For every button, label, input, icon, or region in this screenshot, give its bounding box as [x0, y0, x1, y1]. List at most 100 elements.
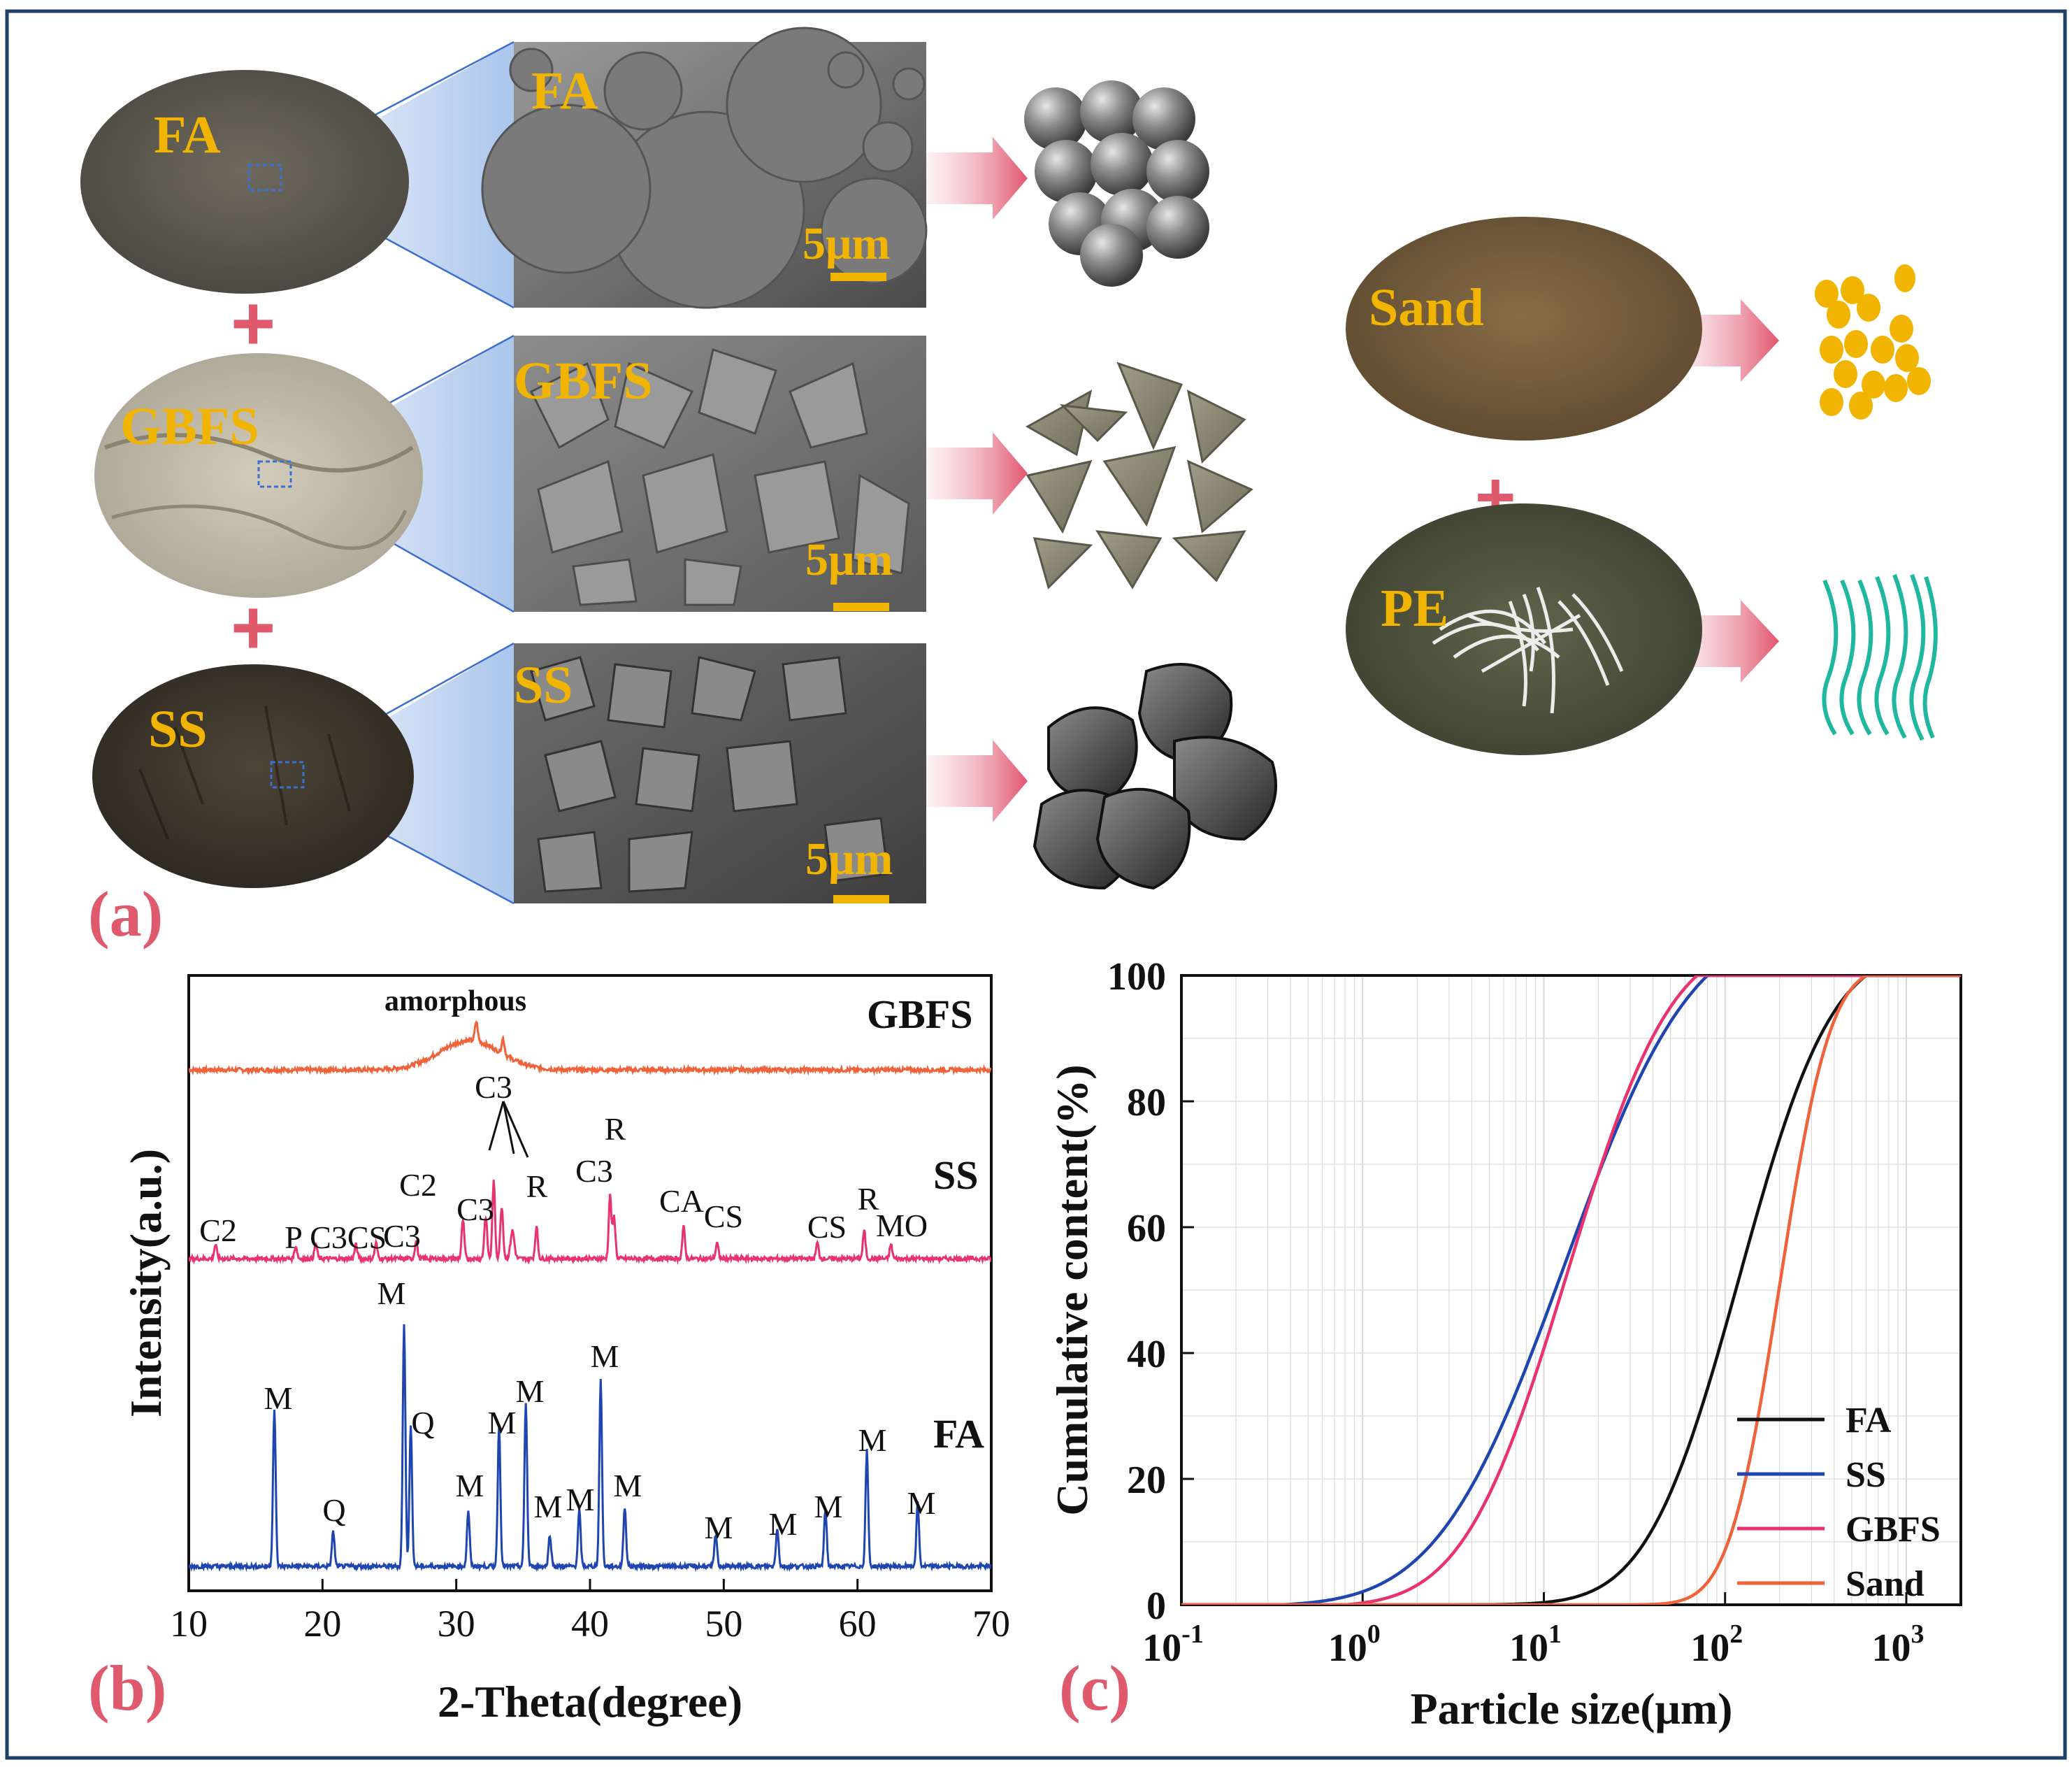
xrd-peak-label: M	[488, 1405, 517, 1440]
fa-scale-label: 5μm	[803, 218, 890, 269]
xrd-peak-label: CS	[704, 1199, 743, 1234]
xrd-x-tick-label: 10	[170, 1603, 208, 1645]
psd-y-tick-label: 20	[1127, 1459, 1166, 1502]
psd-y-tick-label: 40	[1127, 1333, 1166, 1376]
pe-photo-label: PE	[1381, 579, 1448, 638]
psd-y-tick-label: 100	[1107, 955, 1166, 999]
xrd-peak-label: C3	[575, 1153, 613, 1189]
psd-grid	[1181, 975, 1962, 1605]
sand-particles-icon	[1815, 264, 1931, 420]
xrd-peak-label: M	[907, 1485, 936, 1521]
psd-x-tick-exp: 2	[1729, 1619, 1743, 1649]
psd-line-sand	[1181, 975, 1961, 1605]
figure-border	[5, 9, 2067, 1760]
psd-y-tick-label: 80	[1127, 1081, 1166, 1124]
psd-legend-label: Sand	[1846, 1564, 1924, 1604]
xrd-series-label-gbfs: GBFS	[867, 992, 973, 1037]
xrd-x-axis-title: 2-Theta(degree)	[438, 1677, 742, 1726]
ss-scale-label: 5μm	[805, 834, 893, 885]
arrow-ss	[926, 740, 1028, 822]
ss-rocks-icon	[1033, 663, 1277, 890]
xrd-peak-label: R	[858, 1181, 879, 1217]
psd-x-tick-label: 102	[1690, 1619, 1743, 1670]
xrd-peak-label: Q	[322, 1492, 345, 1528]
xrd-peak-label: C3	[456, 1192, 494, 1227]
xrd-peak-label: M	[814, 1489, 843, 1524]
fa-photo-label: FA	[154, 106, 221, 164]
xrd-line-fa	[189, 1324, 991, 1573]
psd-line-ss	[1181, 975, 1961, 1605]
gbfs-sem-label: GBFS	[514, 352, 653, 410]
fa-sem-label: FA	[531, 62, 598, 120]
pe-fiber-bundle	[1432, 587, 1624, 714]
xrd-peak-label: R	[526, 1168, 548, 1204]
panel-a: FA GBFS SS FA GBFS SS 5μm 5μm 5μm + + +	[80, 27, 1938, 950]
psd-line-fa	[1181, 975, 1961, 1605]
ss-powder-photo	[92, 664, 414, 888]
fa-spheres-icon	[1024, 80, 1209, 287]
arrow-gbfs	[926, 432, 1028, 515]
xrd-x-tick-label: 40	[571, 1603, 609, 1645]
xrd-peak-label: M	[591, 1338, 619, 1374]
xrd-x-tick-label: 20	[303, 1603, 341, 1645]
psd-x-tick-base: 10	[1328, 1626, 1367, 1670]
panel-b-label: (b)	[88, 1652, 166, 1724]
xrd-peak-label: MO	[876, 1208, 928, 1243]
xrd-peak-label: M	[456, 1468, 484, 1503]
xrd-peak-label: M	[566, 1482, 595, 1517]
xrd-peak-label: R	[605, 1111, 626, 1147]
psd-x-axis-title: Particle size(μm)	[1411, 1684, 1733, 1733]
psd-x-tick-exp: 0	[1367, 1619, 1381, 1649]
gbfs-shards-icon	[1025, 362, 1253, 589]
sand-photo	[1346, 217, 1702, 441]
xrd-peak-label: C3	[310, 1219, 347, 1255]
xrd-peak-label: M	[769, 1506, 798, 1542]
xrd-peak-label: M	[534, 1489, 563, 1524]
xrd-peak-label: C2	[399, 1167, 437, 1203]
gbfs-photo-label: GBFS	[120, 397, 259, 456]
ss-scale-bar	[833, 895, 889, 903]
psd-x-tick-label: 100	[1328, 1619, 1381, 1670]
psd-x-tick-base: 10	[1142, 1626, 1181, 1670]
xrd-x-tick-label: 30	[438, 1603, 475, 1645]
psd-x-tick-base: 10	[1871, 1626, 1911, 1670]
xrd-line-ss	[189, 1180, 991, 1265]
xrd-peak-label: M	[858, 1422, 887, 1458]
psd-y-tick-label: 0	[1146, 1584, 1166, 1628]
plus-sign: +	[231, 585, 275, 671]
ss-sem-label: SS	[514, 656, 573, 715]
psd-x-tick-exp: 3	[1911, 1619, 1924, 1649]
xrd-series-label-fa: FA	[933, 1411, 984, 1457]
amorphous-label: amorphous	[384, 985, 526, 1017]
plus-sign: +	[231, 280, 275, 366]
arrow-fa	[926, 137, 1028, 220]
psd-x-tick-exp: 1	[1548, 1619, 1562, 1649]
xrd-x-tick-label: 60	[839, 1603, 877, 1645]
xrd-peak-label: Q	[411, 1405, 434, 1440]
xrd-y-axis-title: Intensity(a.u.)	[121, 1149, 171, 1417]
gbfs-scale-bar	[833, 603, 889, 611]
psd-x-tick-label: 103	[1871, 1619, 1924, 1670]
xrd-x-tick-label: 50	[705, 1603, 742, 1645]
psd-x-tick-label: 10-1	[1142, 1619, 1204, 1670]
xrd-peak-label: P	[285, 1219, 303, 1255]
xrd-peak-label: M	[614, 1468, 642, 1503]
panel-a-label: (a)	[88, 878, 163, 950]
xrd-peak-label: CS	[807, 1209, 847, 1245]
psd-x-tick-base: 10	[1509, 1626, 1548, 1670]
psd-y-tick-label: 60	[1127, 1207, 1166, 1250]
psd-x-tick-label: 101	[1509, 1619, 1562, 1670]
fa-scale-bar	[830, 273, 886, 281]
xrd-peak-label: M	[705, 1510, 733, 1545]
gbfs-scale-label: 5μm	[805, 534, 893, 585]
fa-sem-spheres	[481, 27, 928, 309]
gbfs-sem-shards	[529, 348, 910, 606]
ss-sem-grains	[530, 656, 889, 893]
psd-y-axis-title: Cumulative content(%)	[1047, 1064, 1097, 1515]
psd-legend-label: SS	[1846, 1455, 1886, 1495]
xrd-peak-label: CA	[659, 1183, 704, 1219]
